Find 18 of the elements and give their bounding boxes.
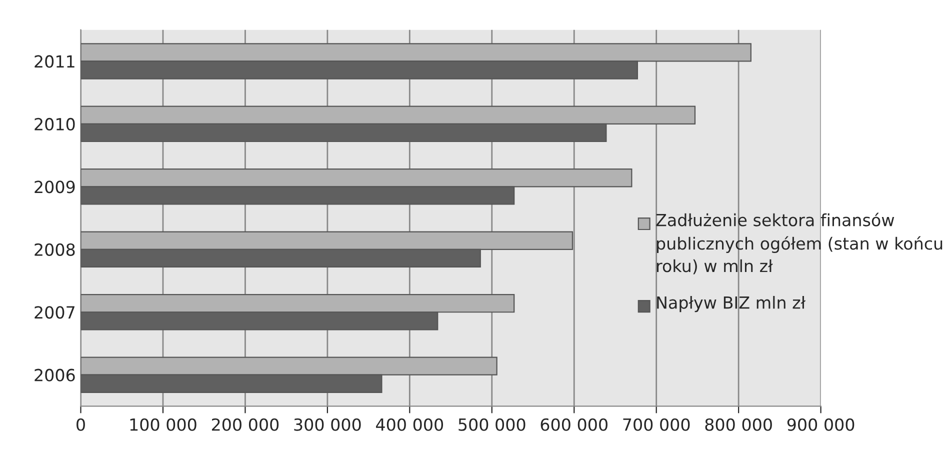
y-tick-label: 2010	[34, 118, 75, 130]
x-tick-label: 700 000	[623, 418, 690, 431]
x-tick-label: 100 000	[130, 418, 196, 431]
x-tick-label: 800 000	[705, 418, 772, 431]
y-tick-label: 2011	[34, 55, 74, 68]
x-tick-label: 300 000	[294, 418, 361, 431]
x-tick-label: 400 000	[376, 418, 444, 431]
x-tick-label: 600 000	[540, 418, 608, 431]
legend-label: Zadłużenie sektora finansów publicznych ogółem (stan w końcu roku) w mln zł	[656, 212, 942, 274]
y-tick-label: 2006	[34, 368, 75, 382]
legend-label: Napływ BIZ mln zł	[657, 296, 806, 312]
y-tick-label: 2009	[34, 180, 75, 194]
y-tick-label: 2008	[34, 243, 75, 256]
x-tick-label: 900 000	[787, 418, 854, 431]
x-tick-label: 0	[76, 418, 85, 431]
x-tick-label: 500 000	[458, 418, 526, 431]
y-tick-label: 2007	[34, 306, 74, 319]
x-tick-label: 200 000	[212, 418, 279, 431]
